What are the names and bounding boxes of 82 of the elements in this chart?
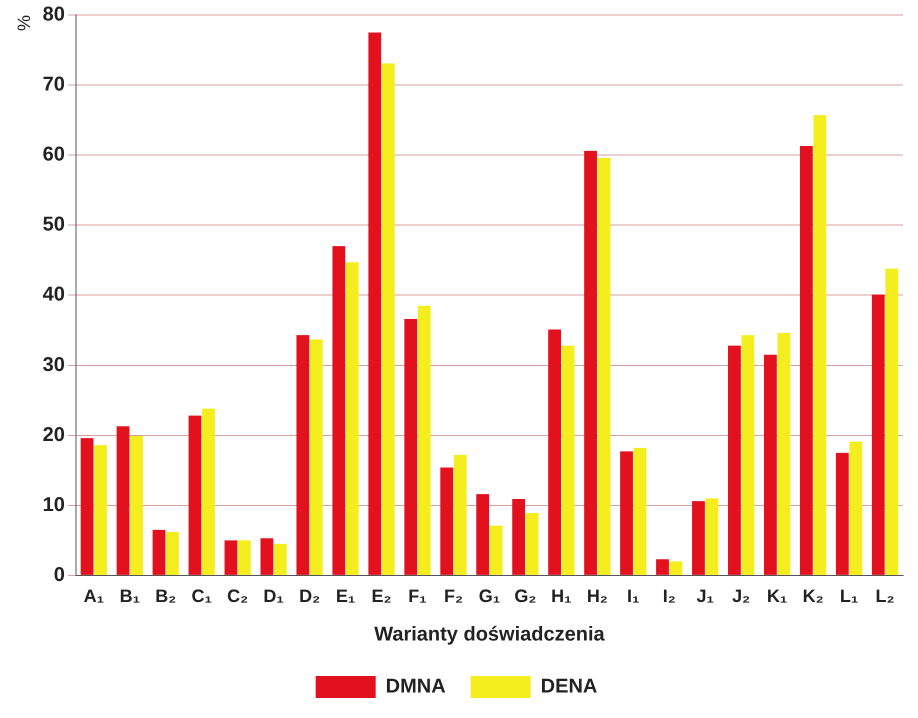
bar xyxy=(382,63,395,575)
bar xyxy=(598,158,610,575)
bar xyxy=(130,436,143,575)
y-tick-label: 0 xyxy=(54,564,65,586)
bar xyxy=(620,451,633,575)
y-tick-label: 20 xyxy=(42,424,65,446)
bar xyxy=(885,268,898,575)
bar xyxy=(238,540,251,575)
x-tick-label: G₂ xyxy=(514,586,536,606)
x-tick-label: F₂ xyxy=(444,586,463,606)
bar xyxy=(418,306,431,575)
x-tick-label: B₂ xyxy=(155,586,176,606)
bar xyxy=(80,438,94,575)
bar xyxy=(512,499,526,575)
x-axis-title: Warianty doświadczenia xyxy=(374,624,606,646)
bar xyxy=(548,330,562,575)
bar xyxy=(562,346,574,575)
x-tick-label: H₂ xyxy=(586,586,608,606)
bar xyxy=(706,498,718,575)
x-tick-label: L₁ xyxy=(840,586,858,606)
bar xyxy=(584,150,597,575)
x-tick-label: J₁ xyxy=(696,586,714,606)
x-tick-label: D₁ xyxy=(263,586,284,606)
bar xyxy=(634,448,646,575)
x-tick-label: E₂ xyxy=(372,586,392,606)
bar xyxy=(188,416,202,575)
x-tick-label: E₁ xyxy=(336,586,356,606)
bar xyxy=(800,146,813,575)
bar xyxy=(346,262,359,575)
x-tick-label: I₂ xyxy=(662,586,676,606)
bar xyxy=(526,513,539,575)
x-tick-label: L₂ xyxy=(876,586,895,606)
bar xyxy=(332,246,346,575)
bar xyxy=(116,426,130,575)
bar xyxy=(836,452,849,575)
bar xyxy=(728,346,741,575)
bar xyxy=(764,354,777,575)
y-tick-label: 30 xyxy=(42,354,65,376)
bar xyxy=(152,530,166,575)
y-tick-label: 70 xyxy=(42,74,65,96)
bar xyxy=(476,494,490,575)
legend-label: DMNA xyxy=(386,676,446,698)
x-tick-label: F₁ xyxy=(408,586,427,606)
bar xyxy=(813,115,826,575)
bar xyxy=(849,442,862,575)
y-tick-label: 10 xyxy=(42,494,65,516)
bar xyxy=(94,445,107,575)
bar xyxy=(490,526,503,575)
x-tick-label: B₁ xyxy=(120,586,140,606)
legend-label: DENA xyxy=(540,676,598,698)
bar xyxy=(670,561,682,575)
bar xyxy=(692,501,705,575)
bar xyxy=(368,32,382,575)
y-tick-label: 50 xyxy=(42,214,65,236)
bar xyxy=(224,540,238,575)
bar xyxy=(404,319,418,575)
bar xyxy=(656,559,669,575)
y-tick-label: 60 xyxy=(42,144,65,166)
x-tick-label: C₂ xyxy=(227,586,248,606)
x-tick-label: C₁ xyxy=(191,586,212,606)
bar xyxy=(454,454,467,575)
bar xyxy=(310,339,323,575)
bar xyxy=(274,544,287,575)
bar xyxy=(296,335,310,575)
x-tick-label: K₂ xyxy=(802,586,824,606)
bar xyxy=(742,335,754,575)
x-tick-label: I₁ xyxy=(627,586,640,606)
y-tick-label: 40 xyxy=(42,284,65,306)
bar xyxy=(440,468,454,575)
x-tick-label: J₂ xyxy=(732,586,750,606)
x-tick-label: D₂ xyxy=(299,586,320,606)
bar xyxy=(777,333,790,575)
bar xyxy=(872,294,885,575)
x-tick-label: K₁ xyxy=(766,586,788,606)
y-tick-label: 80 xyxy=(42,4,65,26)
x-tick-label: G₁ xyxy=(478,586,500,606)
x-tick-label: A₁ xyxy=(84,586,104,606)
bar xyxy=(260,538,274,575)
x-tick-label: H₁ xyxy=(551,586,572,606)
bar xyxy=(166,532,179,575)
y-axis-title: % xyxy=(14,15,34,32)
bar xyxy=(202,408,215,575)
